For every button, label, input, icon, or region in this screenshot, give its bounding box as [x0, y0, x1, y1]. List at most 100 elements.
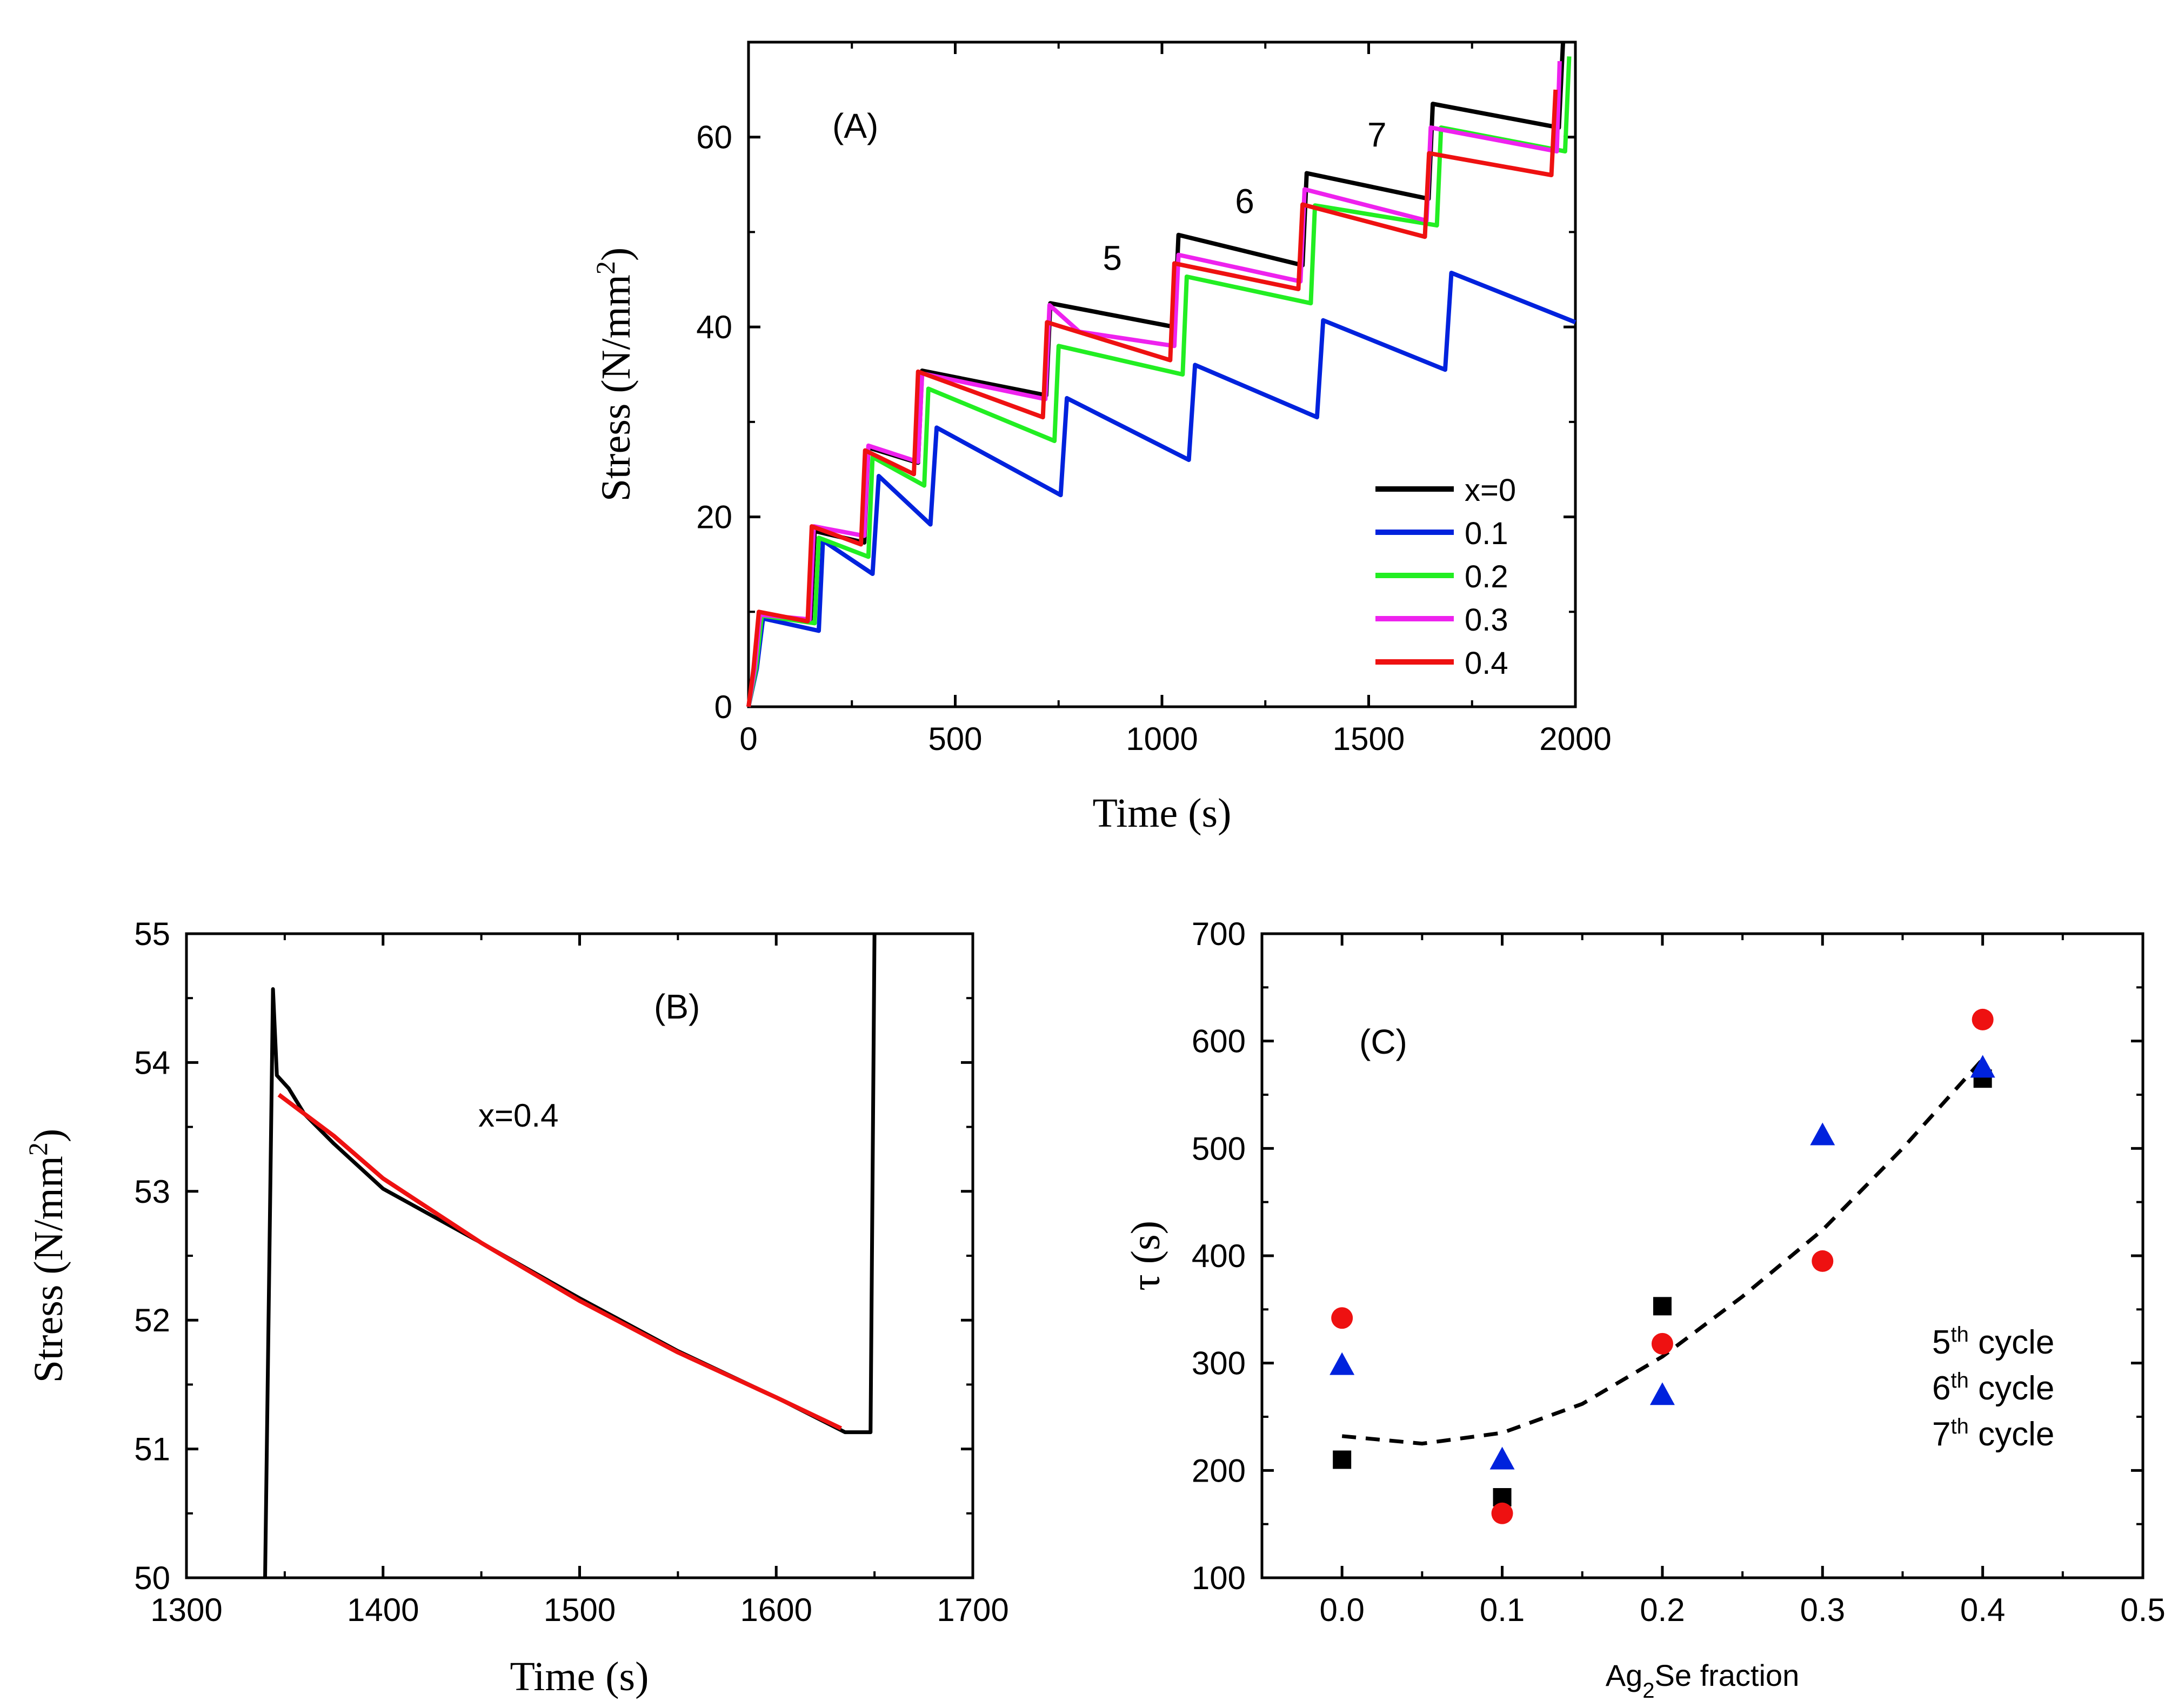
panel-c-points — [1329, 1008, 1995, 1524]
legend-label-0.1: 0.1 — [1465, 516, 1508, 551]
cycle-annotation: 7 — [1367, 115, 1387, 154]
y-tick-label: 50 — [134, 1560, 170, 1596]
legend-sup: th — [1950, 1323, 1968, 1347]
panel-c-ticks: 0.0 0.1 0.2 0.3 0.4 0.5 100 200 300 400 500 600 700 — [1192, 916, 2166, 1628]
y-tick-label: 55 — [134, 916, 170, 952]
legend-entry-7: 7th cycle — [1932, 1415, 2054, 1453]
x-tick-label: 1700 — [937, 1592, 1008, 1628]
panel-a-legend: x=0 0.1 0.2 0.3 0.4 — [1375, 473, 1516, 681]
legend-word: cycle — [1969, 1416, 2054, 1453]
panel-c-xlabel-post: Se fraction — [1655, 1658, 1800, 1692]
x-tick-label: 0.3 — [1800, 1592, 1845, 1628]
y-tick-label: 51 — [134, 1431, 170, 1468]
panel-a-ylabel-sup: 2 — [590, 261, 620, 274]
fit-curve — [1341, 1058, 1985, 1446]
y-tick-label: 600 — [1192, 1023, 1246, 1060]
marker-triangle — [1329, 1352, 1355, 1375]
y-tick-label: 0 — [714, 689, 732, 725]
legend-sup: th — [1950, 1415, 1968, 1438]
x-tick-label: 0 — [739, 721, 757, 757]
panel-c-label: (C) — [1359, 1022, 1407, 1061]
legend-label-x=0: x=0 — [1465, 473, 1516, 508]
marker-circle — [1972, 1008, 1994, 1030]
marker-circle — [1331, 1307, 1353, 1329]
y-tick-label: 20 — [696, 499, 732, 535]
panel-c: 0.0 0.1 0.2 0.3 0.4 0.5100200300400500600700 … — [1123, 916, 2166, 1703]
series-line-0.1 — [746, 271, 1576, 707]
y-tick-label: 500 — [1192, 1130, 1246, 1167]
legend-num: 7 — [1932, 1416, 1950, 1453]
legend-label-0.2: 0.2 — [1465, 559, 1508, 594]
y-tick-label: 700 — [1192, 916, 1246, 952]
x-tick-label: 500 — [928, 721, 982, 757]
panel-c-ylabel: τ (s) — [1123, 1221, 1168, 1291]
panel-a-ylabel-main: Stress (N/mm — [593, 274, 639, 501]
x-tick-label: 2000 — [1539, 721, 1611, 757]
panel-b-frame — [185, 932, 974, 1579]
legend-label-0.3: 0.3 — [1465, 602, 1508, 638]
legend-word: cycle — [1969, 1324, 2054, 1361]
panel-a-xlabel: Time (s) — [1093, 791, 1232, 836]
y-tick-label: 400 — [1192, 1238, 1246, 1274]
panel-c-fit — [1341, 1058, 1985, 1446]
y-tick-label: 53 — [134, 1174, 170, 1210]
legend-num: 6 — [1932, 1370, 1950, 1407]
panel-b-annotation: x=0.4 — [478, 1097, 558, 1134]
cycle-annotation: 5 — [1103, 239, 1122, 278]
panel-b-label: (B) — [654, 987, 700, 1026]
marker-square — [1653, 1297, 1672, 1316]
x-tick-label: 1000 — [1126, 721, 1198, 757]
y-tick-label: 40 — [696, 309, 732, 345]
panel-a-annotations: 5 6 7 — [1103, 115, 1386, 277]
x-tick-label: 0.0 — [1319, 1592, 1364, 1628]
cycle-annotation: 6 — [1235, 182, 1254, 220]
panel-b-xlabel: Time (s) — [510, 1654, 649, 1699]
x-tick-label: 1300 — [150, 1592, 222, 1628]
series-line-0.4 — [746, 89, 1558, 707]
legend-entry-6: 6th cycle — [1932, 1369, 2054, 1407]
marker-circle — [1651, 1332, 1673, 1355]
y-tick-label: 300 — [1192, 1345, 1246, 1382]
y-tick-label: 60 — [696, 119, 732, 156]
panel-b-ylabel-sup: 2 — [23, 1142, 53, 1156]
marker-triangle — [1970, 1055, 1995, 1078]
x-tick-label: 1500 — [544, 1592, 616, 1628]
series-line-fit — [277, 1093, 843, 1431]
marker-circle — [1491, 1502, 1513, 1524]
panel-a-ticks: 0 500 1000 1500 2000 0 20 40 60 — [696, 42, 1612, 757]
panel-a-series — [746, 42, 1576, 707]
panel-b-ylabel-main: Stress (N/mm — [26, 1156, 71, 1383]
panel-b-ylabel: Stress (N/mm2) — [23, 1129, 71, 1383]
panel-b-series — [263, 933, 877, 1578]
marker-square — [1333, 1450, 1352, 1469]
x-tick-label: 0.5 — [2120, 1592, 2165, 1628]
y-tick-label: 200 — [1192, 1452, 1246, 1489]
legend-num: 5 — [1932, 1324, 1950, 1361]
panel-c-xlabel-sub: 2 — [1642, 1679, 1654, 1703]
x-tick-label: 0.4 — [1960, 1592, 2005, 1628]
panel-c-xlabel-pre: Ag — [1606, 1658, 1643, 1692]
panel-a-ylabel-end: ) — [593, 247, 639, 261]
y-tick-label: 52 — [134, 1302, 170, 1338]
series-line-data — [263, 933, 877, 1578]
marker-triangle — [1489, 1446, 1515, 1470]
x-tick-label: 1400 — [347, 1592, 419, 1628]
panel-b-ticks: 1300 1400 1500 1600 1700 50 51 52 53 54 55 — [134, 916, 1008, 1628]
y-tick-label: 100 — [1192, 1560, 1246, 1596]
panel-b: 1300 1400 1500 1600 1700 50 51 52 53 54 55 (B) x=0… — [23, 916, 1009, 1699]
marker-circle — [1812, 1250, 1834, 1272]
panel-b-ylabel-end: ) — [26, 1129, 71, 1142]
x-tick-label: 0.2 — [1640, 1592, 1685, 1628]
panel-a-label: (A) — [832, 106, 878, 145]
panel-c-xlabel: Ag2Se fraction — [1606, 1658, 1799, 1703]
marker-triangle — [1810, 1122, 1835, 1146]
legend-label-0.4: 0.4 — [1465, 646, 1508, 681]
series-line-0.2 — [746, 56, 1572, 707]
legend-word: cycle — [1969, 1370, 2054, 1407]
x-tick-label: 1500 — [1333, 721, 1405, 757]
y-tick-label: 54 — [134, 1044, 170, 1081]
legend-entry-5: 5th cycle — [1932, 1323, 2054, 1361]
